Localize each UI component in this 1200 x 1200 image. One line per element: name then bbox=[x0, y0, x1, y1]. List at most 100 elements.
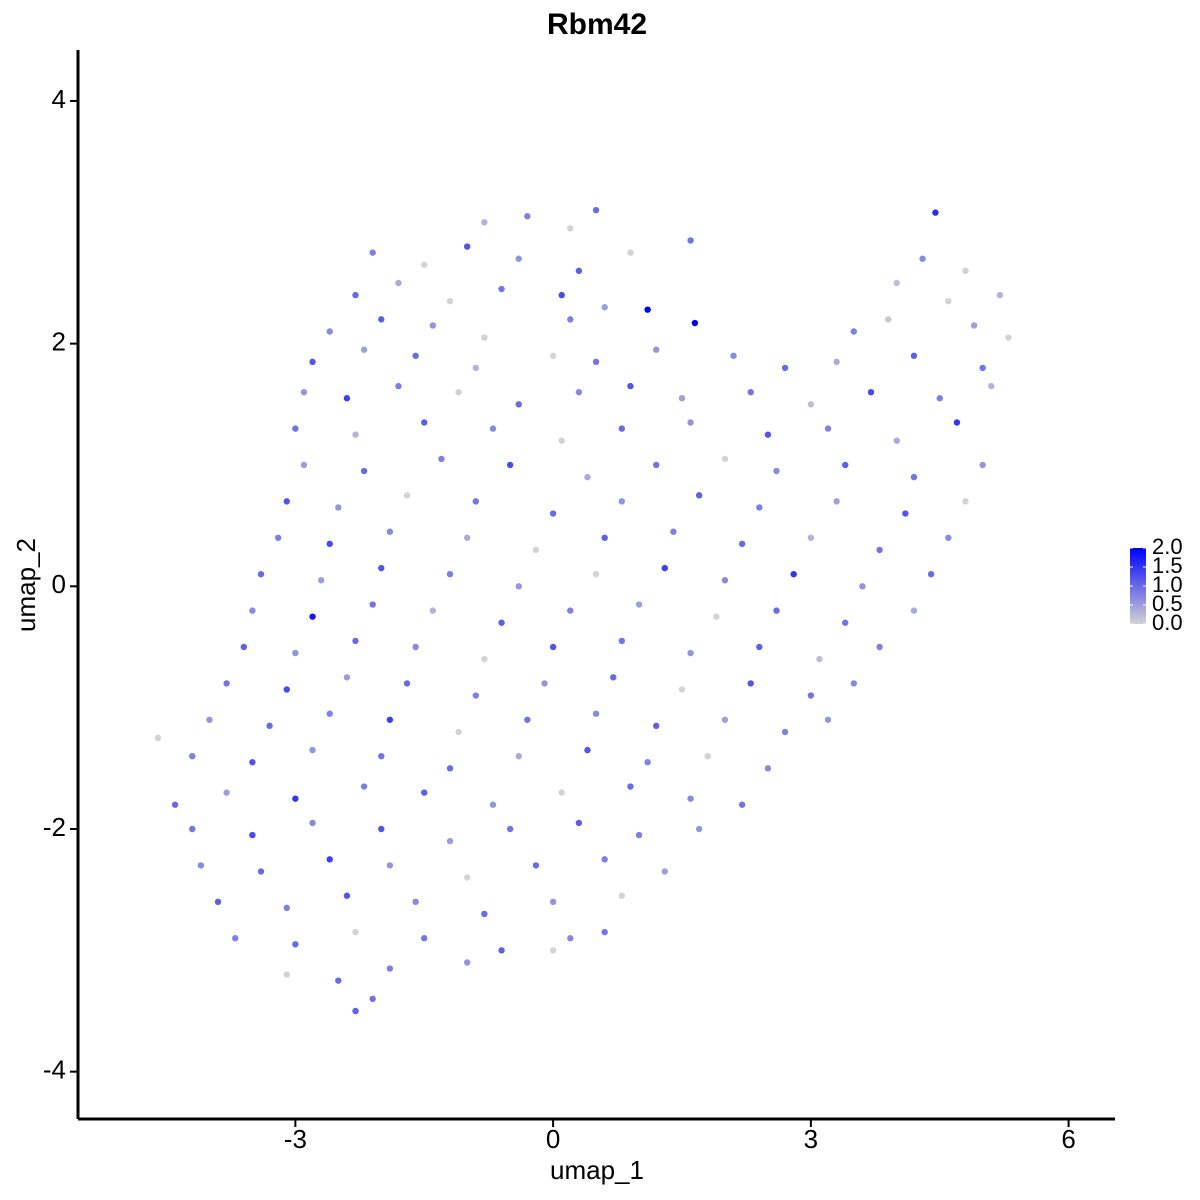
point bbox=[953, 419, 961, 426]
point bbox=[223, 680, 230, 687]
point bbox=[833, 498, 840, 505]
colorbar-tick-label: 0.5 bbox=[1152, 591, 1183, 616]
point bbox=[515, 401, 522, 408]
point bbox=[343, 892, 351, 899]
point bbox=[171, 801, 179, 808]
point bbox=[687, 649, 694, 657]
colorbar-tick-label: 1.5 bbox=[1152, 553, 1183, 578]
point bbox=[249, 759, 256, 766]
point bbox=[988, 382, 995, 390]
point bbox=[979, 364, 986, 372]
point bbox=[481, 334, 488, 341]
point bbox=[644, 759, 651, 766]
point bbox=[773, 467, 780, 475]
point bbox=[738, 540, 746, 548]
point bbox=[627, 382, 634, 390]
point bbox=[919, 255, 926, 262]
point bbox=[283, 498, 290, 505]
point bbox=[249, 607, 256, 614]
point bbox=[257, 868, 265, 875]
point bbox=[618, 425, 626, 432]
point bbox=[610, 674, 617, 681]
point bbox=[635, 831, 643, 839]
point bbox=[618, 498, 626, 505]
point bbox=[292, 425, 299, 432]
point bbox=[257, 570, 265, 578]
point bbox=[326, 328, 333, 335]
point bbox=[292, 649, 299, 657]
point bbox=[412, 643, 419, 651]
point bbox=[893, 437, 900, 444]
point bbox=[635, 601, 643, 608]
x-tick-label: 3 bbox=[804, 1124, 818, 1154]
point bbox=[300, 388, 308, 396]
point bbox=[773, 607, 780, 614]
point bbox=[730, 352, 737, 359]
point bbox=[232, 935, 239, 942]
point bbox=[515, 255, 522, 262]
point bbox=[695, 825, 703, 833]
y-tick-label: 0 bbox=[52, 569, 66, 599]
point bbox=[309, 746, 316, 754]
point bbox=[592, 710, 600, 717]
point bbox=[378, 316, 385, 323]
point bbox=[360, 467, 368, 475]
point bbox=[601, 856, 608, 863]
point bbox=[506, 461, 514, 469]
point bbox=[807, 534, 815, 541]
point bbox=[549, 352, 557, 359]
point bbox=[910, 352, 918, 359]
point bbox=[463, 874, 471, 881]
point bbox=[747, 388, 754, 396]
point bbox=[429, 322, 437, 329]
point bbox=[721, 455, 729, 463]
point bbox=[549, 898, 557, 906]
point bbox=[352, 1007, 359, 1015]
point bbox=[309, 819, 316, 827]
chart-title: Rbm42 bbox=[547, 8, 647, 41]
point bbox=[781, 728, 789, 736]
point bbox=[756, 643, 763, 651]
point bbox=[927, 570, 935, 578]
point bbox=[687, 419, 694, 426]
point bbox=[936, 395, 943, 402]
point bbox=[876, 546, 883, 554]
point bbox=[567, 935, 574, 942]
point bbox=[386, 965, 394, 972]
point bbox=[618, 892, 626, 899]
point bbox=[446, 570, 454, 578]
point bbox=[867, 388, 875, 396]
point bbox=[970, 322, 978, 329]
point bbox=[567, 316, 574, 323]
point bbox=[670, 528, 677, 535]
point bbox=[506, 825, 514, 833]
point bbox=[352, 431, 359, 438]
point bbox=[627, 249, 634, 256]
y-tick-label: -2 bbox=[43, 812, 66, 842]
point bbox=[945, 534, 952, 541]
point bbox=[962, 267, 969, 275]
point bbox=[223, 789, 230, 796]
point bbox=[661, 868, 669, 875]
point bbox=[472, 692, 479, 699]
point bbox=[549, 947, 557, 954]
point bbox=[335, 504, 342, 511]
point bbox=[687, 795, 694, 802]
point bbox=[292, 795, 299, 802]
point bbox=[644, 306, 651, 313]
point bbox=[249, 831, 256, 839]
y-tick-label: 2 bbox=[52, 327, 66, 357]
point bbox=[283, 904, 290, 912]
y-tick-label: 4 bbox=[52, 84, 66, 114]
point bbox=[721, 577, 729, 584]
point bbox=[721, 716, 729, 723]
point bbox=[850, 680, 858, 687]
point bbox=[481, 219, 488, 226]
point bbox=[421, 261, 428, 268]
point bbox=[352, 637, 359, 645]
point bbox=[549, 510, 557, 517]
point bbox=[438, 455, 445, 463]
point bbox=[910, 473, 918, 481]
point bbox=[558, 789, 565, 796]
